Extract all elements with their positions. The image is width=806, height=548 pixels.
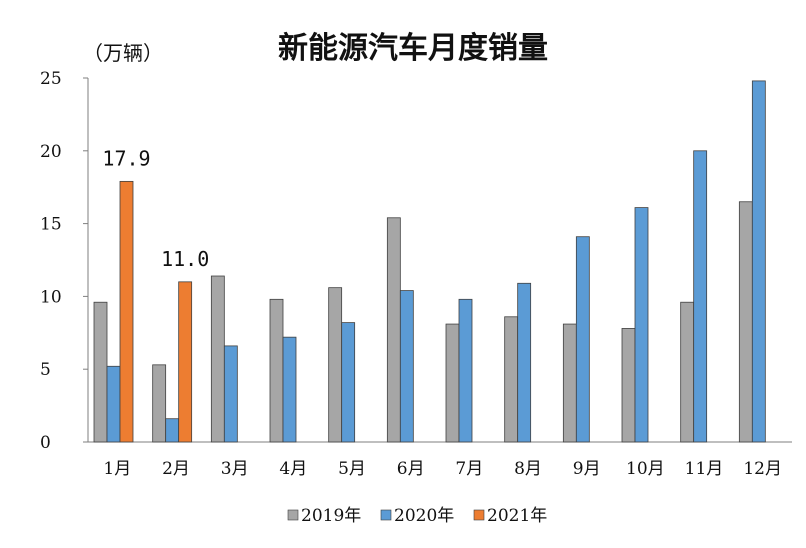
bar-2019 [328,287,343,443]
bar-2021 [178,281,193,443]
legend-swatch [473,509,485,521]
legend-label: 2019年 [301,506,361,526]
bar-2020 [106,365,121,443]
bar-2019 [152,364,167,443]
bar-2021 [119,180,134,443]
x-tick-label: 7月 [455,459,483,479]
y-tick-label: 0 [40,433,51,453]
bar-2019 [269,298,284,443]
x-tick-label: 6月 [397,459,425,479]
bar-2020 [341,322,356,443]
x-tick-label: 8月 [514,459,542,479]
data-label: 17.9 [102,146,150,170]
bar-2019 [738,201,753,443]
bar-2019 [210,275,225,443]
x-tick-label: 5月 [338,459,366,479]
legend-label: 2020年 [394,506,454,526]
bar-2020 [282,336,297,443]
y-tick-label: 20 [40,142,62,162]
x-tick-label: 12月 [743,459,782,479]
bar-2019 [93,301,108,443]
legend-swatch [380,509,392,521]
chart-title: 新能源汽车月度销量 [278,31,548,66]
bar-2019 [621,328,636,443]
bar-2020 [165,418,180,443]
x-tick-label: 4月 [279,459,307,479]
y-tick-label: 5 [40,360,51,380]
unit-label: （万辆） [83,41,163,65]
data-label: 11.0 [161,247,209,271]
x-tick-label: 1月 [103,459,131,479]
bar-2020 [458,298,473,443]
y-tick-label: 25 [40,69,62,89]
bar-2019 [504,316,519,443]
x-tick-label: 10月 [626,459,665,479]
y-tick-label: 15 [40,215,62,235]
bar-2020 [517,282,532,443]
x-axis: 1月 2月 3月 4月 5月 6月 7月 8月 9月 10月 11月 12月 [88,441,792,479]
bar-2019 [680,301,695,443]
bar-2020 [399,290,414,443]
y-axis: 0 5 10 15 20 25 [40,69,89,453]
bar-2019 [445,323,460,443]
bar-2019 [562,323,577,443]
data-labels: 17.9 11.0 [102,146,209,270]
legend-swatch [287,509,299,521]
bar-2020 [693,150,708,443]
bar-2020 [223,345,238,443]
x-tick-label: 3月 [221,459,249,479]
x-tick-label: 9月 [573,459,601,479]
bar-2020 [634,207,649,443]
y-tick-label: 10 [40,287,62,307]
legend: 2019年 2020年 2021年 [287,506,547,526]
x-tick-label: 11月 [685,459,724,479]
bar-2019 [386,217,401,443]
bars [93,80,766,443]
legend-label: 2021年 [487,506,547,526]
bar-2020 [751,80,766,443]
x-tick-label: 2月 [162,459,190,479]
bar-2020 [575,236,590,443]
